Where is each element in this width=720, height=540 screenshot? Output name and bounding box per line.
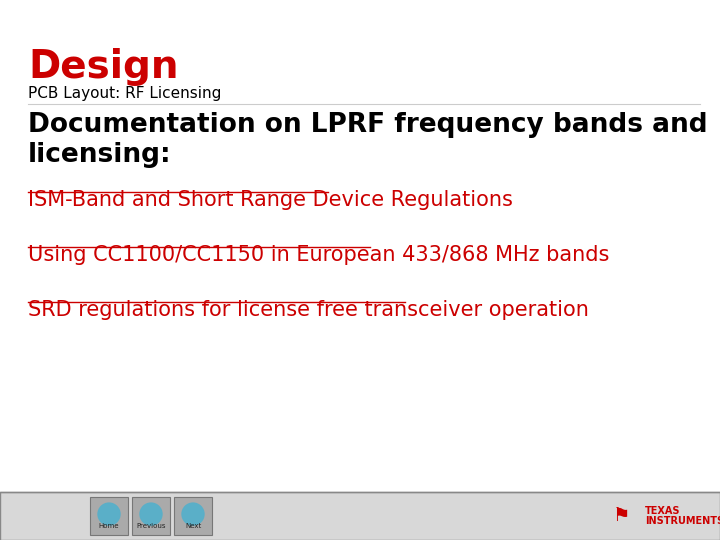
- Bar: [90, 497, 128, 535]
- Bar: [132, 497, 170, 535]
- Text: Home: Home: [99, 523, 120, 529]
- Text: Previous: Previous: [136, 523, 166, 529]
- Bar: [174, 497, 212, 535]
- Text: Design: Design: [28, 48, 179, 86]
- Text: ⚑: ⚑: [613, 507, 631, 525]
- Bar: [0, 492, 720, 540]
- Text: PCB Layout: RF Licensing: PCB Layout: RF Licensing: [28, 86, 221, 101]
- Text: Documentation on LPRF frequency bands and: Documentation on LPRF frequency bands an…: [28, 112, 708, 138]
- Text: licensing:: licensing:: [28, 142, 171, 168]
- Circle shape: [98, 503, 120, 525]
- Text: TEXAS: TEXAS: [645, 506, 680, 516]
- Text: ISM-Band and Short Range Device Regulations: ISM-Band and Short Range Device Regulati…: [28, 190, 513, 210]
- Circle shape: [182, 503, 204, 525]
- Text: Using CC1100/CC1150 in European 433/868 MHz bands: Using CC1100/CC1150 in European 433/868 …: [28, 245, 609, 265]
- Text: Next: Next: [185, 523, 201, 529]
- Text: SRD regulations for license free transceiver operation: SRD regulations for license free transce…: [28, 300, 589, 320]
- Circle shape: [140, 503, 162, 525]
- Text: INSTRUMENTS: INSTRUMENTS: [645, 516, 720, 526]
